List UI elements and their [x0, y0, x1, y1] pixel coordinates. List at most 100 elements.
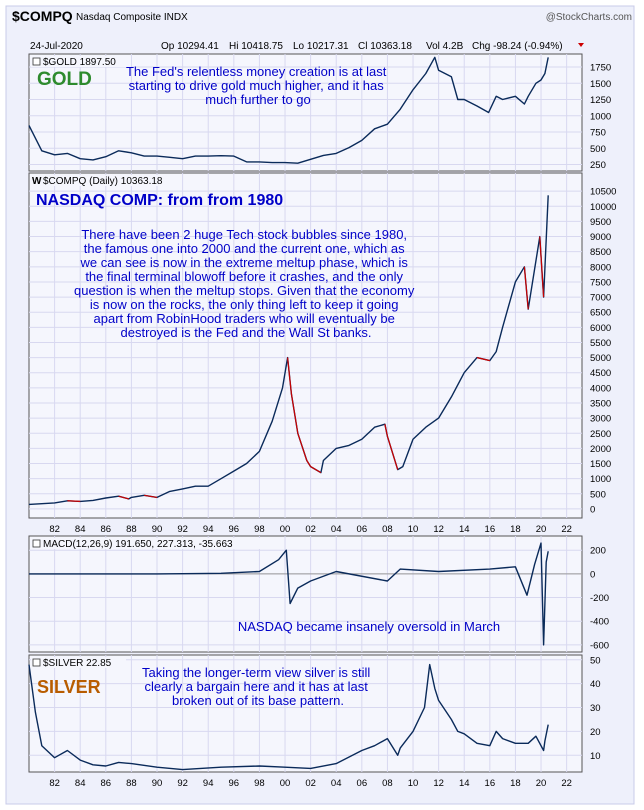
nasdaq-panel-label: $COMPQ (Daily) 10363.18: [43, 176, 163, 187]
nasdaq-panel: [28, 172, 583, 519]
header-high: Hi 10418.75: [229, 41, 283, 52]
macd-label-bg: [31, 538, 266, 549]
y-tick-label: 7500: [590, 277, 611, 288]
nasdaq-note-line: apart from RobinHood traders who will ev…: [94, 311, 395, 326]
down-segment: [523, 266, 529, 310]
nasdaq-note: There have been 2 huge Tech stock bubble…: [74, 227, 418, 340]
y-tick-label: 6500: [590, 308, 611, 319]
down-segment: [310, 466, 322, 474]
silver-x-tick-label: 86: [101, 778, 112, 789]
y-tick-label: 9000: [590, 232, 611, 243]
down-segment: [386, 436, 399, 470]
nasdaq-x-tick-label: 12: [433, 524, 444, 535]
nasdaq-x-tick-label: 86: [101, 524, 112, 535]
silver-x-tick-label: 96: [229, 778, 240, 789]
nasdaq-x-tick-label: 18: [510, 524, 521, 535]
down-segment: [384, 424, 389, 437]
gold-title: GOLD: [37, 69, 92, 90]
silver-x-tick-label: 90: [152, 778, 163, 789]
y-tick-label: 4000: [590, 383, 611, 394]
change-down-icon: [578, 43, 584, 47]
header-volume: Vol 4.2B: [426, 41, 464, 52]
nasdaq-note-line: the famous one into 2000 and the current…: [84, 241, 405, 256]
down-segment: [539, 236, 545, 298]
nasdaq-note-line: destroyed is the Fed and the Wall St ban…: [121, 325, 372, 340]
series-line-silver: [28, 663, 549, 771]
y-tick-label: 0: [590, 569, 595, 580]
nasdaq-x-tick-label: 94: [203, 524, 214, 535]
nasdaq-x-tick-label: 02: [305, 524, 316, 535]
y-tick-label: 5000: [590, 353, 611, 364]
silver-x-tick-label: 18: [510, 778, 521, 789]
nasdaq-x-tick-label: 04: [331, 524, 342, 535]
silver-x-tick-label: 98: [254, 778, 265, 789]
nasdaq-x-tick-label: 22: [561, 524, 572, 535]
header-open: Op 10294.41: [161, 41, 219, 52]
down-segment: [118, 495, 130, 500]
silver-panel-label: $SILVER 22.85: [43, 658, 112, 669]
silver-label-bg: [31, 657, 126, 668]
silver-x-tick-label: 92: [177, 778, 188, 789]
macd-panel-label: MACD(12,26,9) 191.650, 227.313, -35.663: [43, 539, 233, 550]
header-change: Chg -98.24 (-0.94%): [472, 41, 563, 52]
gold-note-line: starting to drive gold much higher, and …: [129, 78, 385, 93]
y-tick-label: 500: [590, 489, 606, 500]
gold-note-line: much further to go: [205, 92, 311, 107]
silver-x-tick-label: 20: [536, 778, 547, 789]
y-tick-label: 10000: [590, 202, 616, 213]
y-tick-label: 2000: [590, 444, 611, 455]
nasdaq-x-tick-label: 84: [75, 524, 86, 535]
y-tick-label: -200: [590, 593, 609, 604]
nasdaq-x-tick-label: 90: [152, 524, 163, 535]
chart-instrument-name: Nasdaq Composite INDX: [76, 12, 188, 23]
macd-panel: [28, 535, 583, 653]
y-tick-label: -600: [590, 640, 609, 651]
nasdaq-x-tick-label: 06: [357, 524, 368, 535]
silver-x-tick-label: 82: [49, 778, 60, 789]
down-segment: [290, 393, 299, 434]
header-low: Lo 10217.31: [293, 41, 349, 52]
silver-x-tick-label: 04: [331, 778, 342, 789]
y-tick-label: 3500: [590, 399, 611, 410]
nasdaq-x-tick-label: 82: [49, 524, 60, 535]
gold-legend-swatch: [32, 57, 41, 66]
nasdaq-x-tick-label: 16: [485, 524, 496, 535]
y-tick-label: 1000: [590, 111, 611, 122]
nasdaq-x-tick-label: 10: [408, 524, 419, 535]
y-tick-label: 10500: [590, 187, 616, 198]
y-tick-label: 7000: [590, 293, 611, 304]
silver-x-tick-label: 84: [75, 778, 86, 789]
y-tick-label: 1000: [590, 474, 611, 485]
silver-note-line: Taking the longer-term view silver is st…: [142, 665, 370, 680]
y-tick-label: 250: [590, 160, 606, 171]
silver-x-tick-label: 10: [408, 778, 419, 789]
stockcharts-watermark: @StockCharts.com: [546, 12, 632, 23]
macd-legend-swatch: [32, 539, 41, 548]
nasdaq-note-line: we can see is now in the extreme meltup …: [80, 255, 409, 270]
nasdaq-x-tick-label: 00: [280, 524, 291, 535]
y-tick-label: 750: [590, 128, 606, 139]
nasdaq-note-line: There have been 2 huge Tech stock bubble…: [81, 227, 407, 242]
header-close: Cl 10363.18: [358, 41, 412, 52]
y-tick-label: 6000: [590, 323, 611, 334]
nasdaq-legend-icon: W: [32, 176, 42, 187]
header-date: 24-Jul-2020: [30, 41, 83, 52]
silver-x-tick-label: 00: [280, 778, 291, 789]
y-tick-label: 8000: [590, 262, 611, 273]
y-tick-label: 4500: [590, 368, 611, 379]
y-tick-label: 0: [590, 504, 595, 515]
down-segment: [297, 433, 308, 461]
down-segment: [476, 357, 490, 362]
down-segment: [67, 500, 81, 502]
silver-note-line: broken out of its base pattern.: [172, 693, 344, 708]
down-segment: [306, 460, 312, 467]
nasdaq-title: NASDAQ COMP: from from 1980: [36, 192, 283, 209]
nasdaq-label-bg: [31, 175, 181, 186]
gold-note: The Fed's relentless money creation is a…: [126, 64, 390, 107]
y-tick-label: 1500: [590, 459, 611, 470]
nasdaq-x-tick-label: 14: [459, 524, 470, 535]
y-tick-label: 9500: [590, 217, 611, 228]
silver-x-tick-label: 94: [203, 778, 214, 789]
series-line-gold: [28, 56, 549, 164]
